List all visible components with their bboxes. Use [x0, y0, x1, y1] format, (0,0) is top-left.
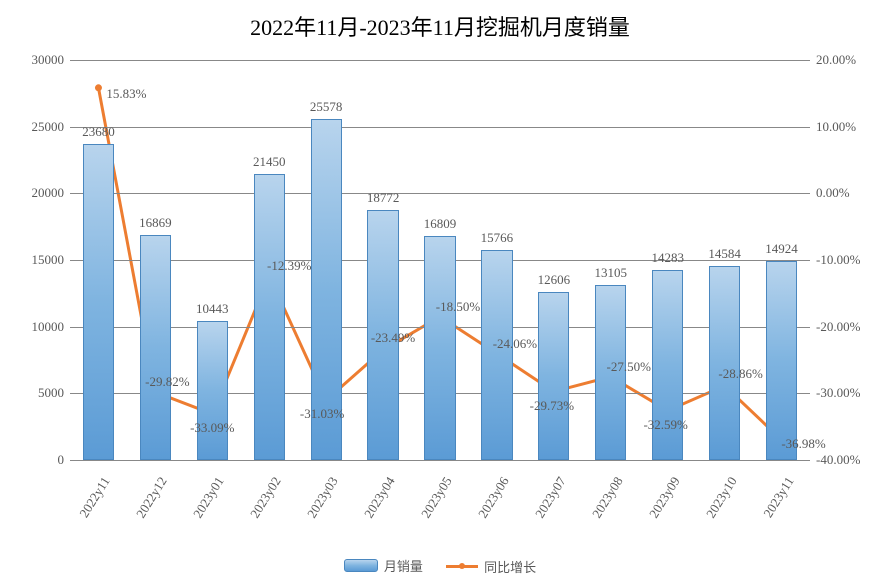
bar [140, 235, 171, 460]
bar [481, 250, 512, 460]
bar [254, 174, 285, 460]
bar-value-label: 16869 [139, 215, 172, 231]
x-tick-label: 2023y09 [643, 474, 683, 525]
gridline [70, 127, 810, 128]
line-value-label: -31.03% [300, 406, 344, 422]
y-left-tick-label: 10000 [32, 319, 65, 335]
x-tick-label: 2023y04 [359, 474, 399, 525]
bar-value-label: 10443 [196, 301, 229, 317]
y-right-tick-label: 20.00% [816, 52, 856, 68]
legend-item-line: 同比增长 [446, 557, 536, 576]
line-value-label: -12.39% [267, 258, 311, 274]
legend-line-swatch [446, 561, 478, 572]
legend-line-label: 同比增长 [484, 557, 536, 576]
bar-value-label: 18772 [367, 190, 400, 206]
line-marker [95, 84, 102, 91]
line-value-label: -36.98% [781, 436, 825, 452]
gridline [70, 193, 810, 194]
bar-value-label: 14283 [651, 250, 684, 266]
bar [709, 266, 740, 460]
line-value-label: -27.50% [607, 359, 651, 375]
y-right-tick-label: -10.00% [816, 252, 860, 268]
bar-value-label: 12606 [538, 272, 571, 288]
line-value-label: -23.49% [371, 330, 415, 346]
line-value-label: 15.83% [106, 86, 146, 102]
x-tick-label: 2022y11 [74, 474, 114, 525]
x-tick-label: 2023y06 [472, 474, 512, 525]
y-left-tick-label: 20000 [32, 185, 65, 201]
bar [424, 236, 455, 460]
y-right-tick-label: 10.00% [816, 119, 856, 135]
x-tick-label: 2023y02 [245, 474, 285, 525]
bar [766, 261, 797, 460]
legend-bar-swatch [344, 559, 378, 572]
line-value-label: -28.86% [718, 366, 762, 382]
line-value-label: -33.09% [190, 420, 234, 436]
bar-value-label: 16809 [424, 216, 457, 232]
bar-value-label: 21450 [253, 154, 286, 170]
x-tick-label: 2023y10 [700, 474, 740, 525]
y-left-tick-label: 25000 [32, 119, 65, 135]
bar-value-label: 14924 [765, 241, 798, 257]
y-left-tick-label: 15000 [32, 252, 65, 268]
x-tick-label: 2023y11 [757, 474, 797, 525]
line-value-label: -32.59% [643, 417, 687, 433]
y-left-tick-label: 30000 [32, 52, 65, 68]
bar-value-label: 25578 [310, 99, 343, 115]
x-tick-label: 2023y08 [586, 474, 626, 525]
y-right-tick-label: -20.00% [816, 319, 860, 335]
bar-value-label: 13105 [595, 265, 628, 281]
x-tick-label: 2022y12 [131, 474, 171, 525]
bar [197, 321, 228, 460]
line-value-label: -18.50% [436, 299, 480, 315]
y-left-tick-label: 0 [58, 452, 65, 468]
bar [83, 144, 114, 460]
x-tick-label: 2023y01 [188, 474, 228, 525]
chart-title: 2022年11月-2023年11月挖掘机月度销量 [0, 10, 880, 42]
bar-value-label: 14584 [708, 246, 741, 262]
chart-container: 2022年11月-2023年11月挖掘机月度销量 23680 16869 10443… [0, 0, 880, 584]
legend-bar-label: 月销量 [384, 556, 423, 575]
line-value-label: -24.06% [493, 336, 537, 352]
bar [538, 292, 569, 460]
legend: 月销量 同比增长 [0, 556, 880, 576]
y-left-tick-label: 5000 [38, 385, 64, 401]
gridline [70, 60, 810, 61]
bar-value-label: 15766 [481, 230, 514, 246]
x-tick-label: 2023y07 [529, 474, 569, 525]
x-tick-label: 2023y05 [416, 474, 456, 525]
plot-area: 23680 16869 10443 21450 25578 18772 16809 15766… [70, 60, 810, 461]
legend-item-bars: 月销量 [344, 556, 423, 575]
x-tick-label: 2023y03 [302, 474, 342, 525]
line-value-label: -29.73% [530, 398, 574, 414]
y-right-tick-label: 0.00% [816, 185, 850, 201]
bar-value-label: 23680 [82, 124, 115, 140]
y-right-tick-label: -30.00% [816, 385, 860, 401]
line-value-label: -29.82% [145, 374, 189, 390]
y-right-tick-label: -40.00% [816, 452, 860, 468]
